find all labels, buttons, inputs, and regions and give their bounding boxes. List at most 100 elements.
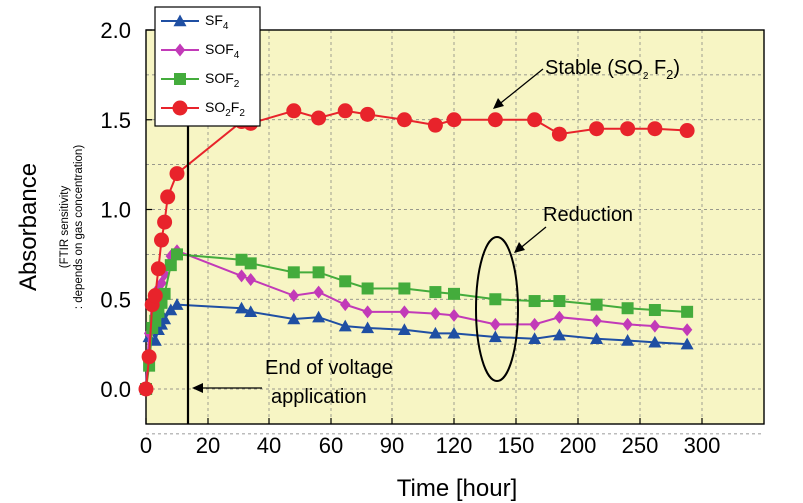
data-point xyxy=(170,298,184,310)
annotations: Stable (SO2 F2) Reduction End of voltage… xyxy=(192,57,680,408)
legend-marker xyxy=(174,73,186,85)
y-tick-label: 2.0 xyxy=(100,18,131,43)
data-point xyxy=(245,273,256,287)
voltage-annotation-line2: application xyxy=(271,386,367,408)
x-tick-label: 20 xyxy=(196,433,220,458)
data-point xyxy=(244,305,258,318)
plot-frame xyxy=(145,29,765,425)
data-point xyxy=(157,214,173,230)
legend-entry: SOF4 xyxy=(161,41,240,61)
data-point xyxy=(428,326,442,339)
x-tick-label: 200 xyxy=(560,433,597,458)
data-point xyxy=(591,314,602,328)
data-point xyxy=(156,276,167,290)
data-point xyxy=(648,335,662,348)
data-point xyxy=(487,112,503,128)
x-tick-label: 0 xyxy=(140,433,152,458)
series-layer xyxy=(138,103,695,397)
reduction-arrow xyxy=(517,226,547,251)
x-tick-label: 40 xyxy=(257,433,281,458)
data-point xyxy=(312,266,325,279)
data-point xyxy=(147,288,163,304)
data-point xyxy=(397,323,411,335)
data-point xyxy=(427,117,443,133)
x-tick-label: 250 xyxy=(622,433,659,458)
x-tick-label: 60 xyxy=(319,433,343,458)
data-point xyxy=(286,103,302,119)
legend-label: SOF4 xyxy=(205,41,240,61)
legend-marker xyxy=(173,14,187,27)
data-point xyxy=(553,295,566,308)
y-tick-label: 1.5 xyxy=(100,108,131,133)
data-point xyxy=(160,189,176,205)
data-point xyxy=(361,282,374,295)
data-point xyxy=(169,166,185,182)
data-point xyxy=(430,307,441,321)
data-point xyxy=(552,328,566,341)
data-point xyxy=(590,298,603,311)
legend-entry: SF4 xyxy=(161,12,229,32)
data-point xyxy=(148,334,162,346)
data-point xyxy=(244,257,257,270)
series-diamond xyxy=(140,244,693,396)
data-point xyxy=(621,302,634,315)
data-point xyxy=(236,269,247,283)
y-tick-label: 1.0 xyxy=(100,198,131,223)
data-point xyxy=(338,319,352,332)
reduction-arrowhead xyxy=(514,242,525,253)
data-point xyxy=(158,312,172,325)
data-point xyxy=(589,121,605,137)
data-point xyxy=(622,317,633,331)
data-point xyxy=(362,305,373,319)
data-point xyxy=(235,301,249,314)
x-axis-title: Time [hour] xyxy=(397,475,517,502)
legend-label: SOF2 xyxy=(205,70,240,90)
series-circle xyxy=(138,103,695,397)
data-point xyxy=(287,312,301,325)
data-point xyxy=(680,337,694,350)
y-tick-label: 0.0 xyxy=(100,377,131,402)
data-point xyxy=(312,310,326,323)
data-point xyxy=(141,349,157,365)
data-point xyxy=(399,305,410,319)
legend-entry: SO2F2 xyxy=(161,99,245,119)
data-point xyxy=(429,286,442,299)
legend-label: SF4 xyxy=(205,12,229,32)
legend: SF4 SOF4 SOF2 SO2F2 xyxy=(154,6,261,127)
voltage-annotation-line1: End of voltage xyxy=(265,357,393,379)
data-point xyxy=(138,381,154,397)
reduction-annotation: Reduction xyxy=(543,204,633,226)
data-point xyxy=(447,326,461,339)
axis-ticks: 0 20 40 60 90 120 150 200 250 300 0.0 0.5 1.0 1.5 2.0 xyxy=(100,18,720,458)
x-tick-label: 150 xyxy=(498,433,535,458)
data-point xyxy=(360,106,376,122)
stable-arrow xyxy=(496,68,544,107)
data-point xyxy=(647,121,663,137)
data-point xyxy=(361,321,375,334)
data-point xyxy=(339,275,352,288)
legend-marker xyxy=(174,43,186,57)
data-point xyxy=(649,319,661,333)
y-axis-note-line1: (FTIR sensitivity xyxy=(59,186,71,269)
y-axis-title: Absorbance xyxy=(15,163,42,291)
data-point xyxy=(648,304,661,317)
y-axis-note-line2: : depends on gas concentration) xyxy=(73,145,85,309)
data-point xyxy=(551,126,567,142)
data-point xyxy=(489,293,502,306)
data-point xyxy=(620,121,636,137)
data-point xyxy=(621,334,635,346)
data-point xyxy=(150,261,166,277)
data-point xyxy=(681,323,693,337)
data-point xyxy=(488,330,502,343)
legend-marker xyxy=(172,100,188,116)
data-point xyxy=(288,289,299,303)
data-point xyxy=(154,232,169,248)
data-point xyxy=(337,103,353,119)
data-point xyxy=(679,123,695,139)
data-point xyxy=(398,282,411,295)
x-tick-label: 300 xyxy=(684,433,721,458)
data-point xyxy=(235,253,248,266)
legend-box xyxy=(154,6,261,127)
data-point xyxy=(311,110,327,126)
